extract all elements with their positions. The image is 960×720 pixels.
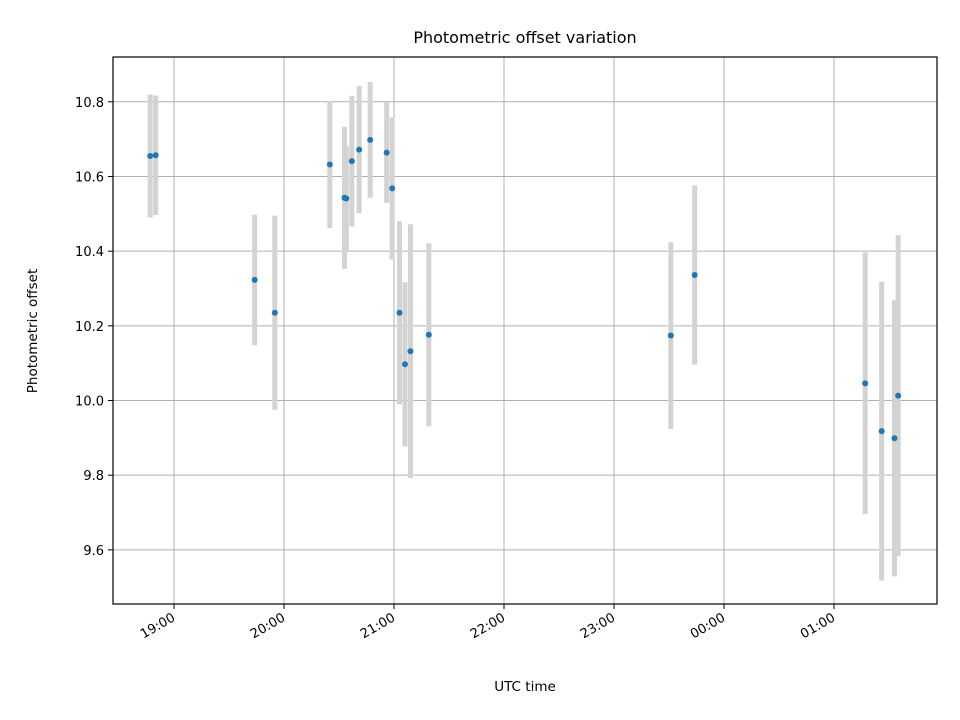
data-points — [147, 136, 902, 442]
y-tick-label: 10.0 — [75, 395, 104, 410]
y-tick-label: 10.2 — [75, 320, 104, 335]
x-axis-label: UTC time — [494, 679, 556, 695]
y-tick-label: 9.6 — [83, 544, 104, 559]
y-tick-label: 10.6 — [75, 170, 104, 185]
data-point — [383, 149, 390, 156]
y-tick-label: 10.8 — [75, 96, 104, 111]
grid — [113, 57, 937, 604]
data-point — [425, 331, 432, 338]
x-tick-label: 23:00 — [578, 610, 618, 642]
error-bars — [147, 82, 901, 581]
y-tick-label: 9.8 — [83, 469, 104, 484]
plot-frame — [112, 56, 938, 605]
x-tick-label: 01:00 — [798, 610, 838, 642]
data-point — [348, 158, 355, 165]
data-point — [407, 348, 414, 355]
x-tick-label: 00:00 — [688, 610, 728, 642]
x-tick-label: 19:00 — [138, 610, 178, 642]
x-tick-label: 20:00 — [248, 610, 288, 642]
data-point — [396, 309, 403, 316]
data-point — [326, 161, 333, 168]
data-point — [251, 276, 258, 283]
data-point — [891, 435, 898, 442]
x-tick-label: 22:00 — [468, 610, 508, 642]
data-point — [895, 392, 902, 399]
data-point — [402, 361, 408, 368]
chart-title: Photometric offset variation — [413, 28, 636, 47]
data-point — [356, 146, 363, 153]
x-tick-label: 21:00 — [358, 610, 398, 642]
data-point — [271, 309, 278, 316]
data-point — [691, 272, 698, 279]
data-point — [367, 136, 374, 143]
data-point — [667, 332, 674, 339]
data-point — [343, 195, 350, 202]
y-tick-label: 10.4 — [75, 245, 104, 260]
data-point — [862, 380, 869, 387]
data-point — [147, 152, 154, 159]
y-axis-label: Photometric offset — [25, 269, 41, 393]
data-point — [152, 152, 159, 159]
data-point — [389, 185, 396, 192]
data-point — [878, 428, 885, 435]
